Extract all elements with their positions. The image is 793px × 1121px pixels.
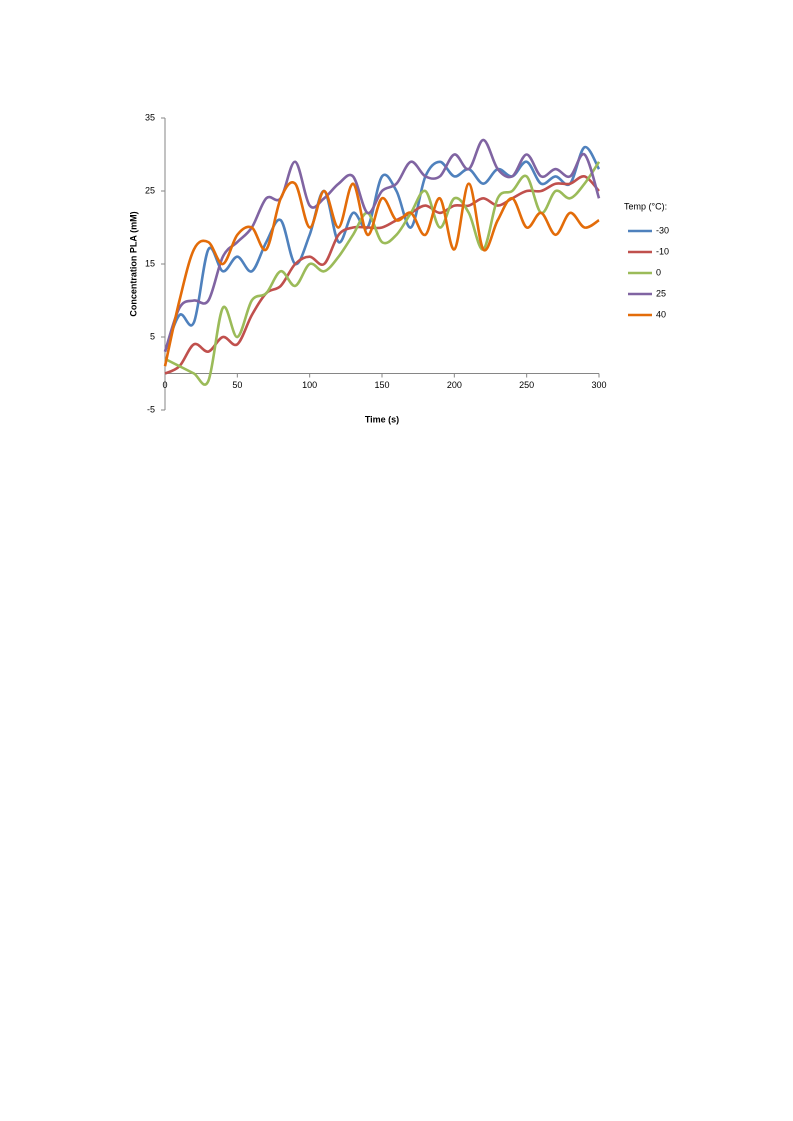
x-tick-label: 250 <box>519 380 534 390</box>
x-tick-label: 0 <box>162 380 167 390</box>
data-line <box>163 138 601 353</box>
y-tick-label: 35 <box>145 112 155 122</box>
legend-title: Temp (°C): <box>624 201 667 211</box>
x-tick-label: 150 <box>374 380 389 390</box>
legend-label: 40 <box>656 309 666 319</box>
x-tick-label: 50 <box>232 380 242 390</box>
x-axis-label: Time (s) <box>365 414 399 424</box>
legend-label: -10 <box>656 246 669 256</box>
legend-label: 0 <box>656 267 661 277</box>
data-line <box>163 145 601 353</box>
y-tick-label: 5 <box>150 331 155 341</box>
y-tick-label: 25 <box>145 185 155 195</box>
y-tick-label: 15 <box>145 258 155 268</box>
y-axis-label: Concentration PLA (mM) <box>128 211 138 316</box>
legend-label: -30 <box>656 225 669 235</box>
x-tick-label: 300 <box>591 380 606 390</box>
data-line <box>164 175 600 375</box>
data-line <box>163 181 600 367</box>
x-tick-label: 100 <box>302 380 317 390</box>
y-tick-label: -5 <box>147 404 155 414</box>
data-line <box>164 161 601 386</box>
legend-label: 25 <box>656 288 666 298</box>
x-tick-label: 200 <box>447 380 462 390</box>
